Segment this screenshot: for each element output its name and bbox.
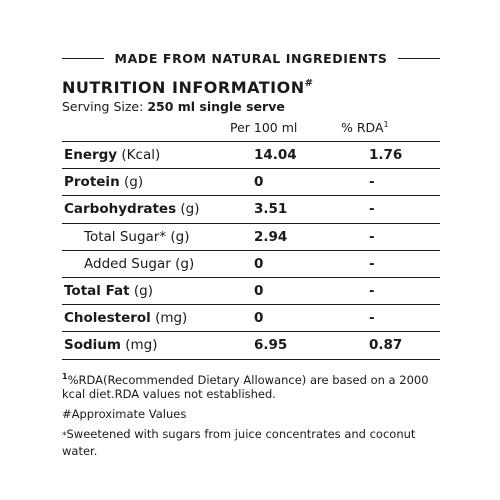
table-row: Cholesterol (mg) 0- bbox=[62, 304, 440, 333]
per-100ml-value: 6.95 bbox=[254, 337, 288, 354]
table-row: Sodium (mg) 6.95 0.87 bbox=[62, 332, 440, 359]
rda-header-text: % RDA bbox=[341, 120, 384, 136]
nutrient-unit: (g) bbox=[119, 174, 144, 191]
column-header-per: Per 100 ml bbox=[230, 120, 298, 135]
nutrient-unit: (mg) bbox=[150, 310, 188, 327]
nutrient-name: Total Sugar bbox=[84, 228, 160, 245]
table-row: Total Sugar* (g) 2.94- bbox=[62, 223, 440, 251]
nutrient-name-cell: Total Sugar* (g) bbox=[62, 223, 252, 251]
rda-value: 0.87 bbox=[369, 337, 403, 354]
rda-footnote: 1%RDA(Recommended Dietary Allowance) are… bbox=[62, 369, 440, 403]
per-100ml-value: 14.04 bbox=[252, 141, 367, 170]
rda-value: - bbox=[367, 304, 440, 333]
nutrient-unit: (g) bbox=[166, 228, 190, 245]
nutrient-name: Sodium bbox=[64, 337, 121, 354]
nutrient-name-cell: Energy (Kcal) bbox=[62, 141, 252, 170]
table-row: Added Sugar (g) 0- bbox=[62, 250, 440, 278]
column-header-rda: % RDA1 bbox=[341, 120, 389, 135]
nutrient-unit: (g) bbox=[176, 201, 200, 218]
serving-label: Serving Size: bbox=[62, 99, 144, 114]
nutrient-unit: (g) bbox=[129, 283, 153, 300]
nutrient-unit: (mg) bbox=[120, 337, 158, 354]
rda-value: 1.76 bbox=[367, 141, 440, 170]
sugar-footnote: *Sweetened with sugars from juice concen… bbox=[62, 427, 440, 459]
nutrient-name-cell: Total Fat (g) bbox=[62, 277, 252, 306]
nutrition-table: Energy (Kcal) 14.04 1.76 Protein (g) 0- Carbo… bbox=[62, 141, 440, 360]
per-100ml-value: 3.51 bbox=[252, 195, 367, 224]
nutrient-name-cell: Protein (g) bbox=[62, 168, 252, 197]
nutrient-name: Added Sugar bbox=[84, 255, 171, 272]
table-row: Energy (Kcal) 14.04 1.76 bbox=[62, 141, 440, 170]
nutrient-name-cell: Carbohydrates (g) bbox=[62, 195, 252, 224]
banner-text: MADE FROM NATURAL INGREDIENTS bbox=[114, 50, 388, 66]
banner: MADE FROM NATURAL INGREDIENTS bbox=[62, 46, 441, 70]
serving-size: Serving Size: 250 ml single serve bbox=[62, 99, 440, 114]
table-row: Carbohydrates (g) 3.51- bbox=[62, 195, 440, 224]
per-100ml-value: 0 bbox=[252, 250, 367, 278]
per-100ml-value: 0 bbox=[252, 277, 367, 306]
serving-value: 250 ml single serve bbox=[147, 99, 285, 114]
footnotes: 1%RDA(Recommended Dietary Allowance) are… bbox=[62, 369, 440, 460]
title-text: NUTRITION INFORMATION bbox=[62, 78, 305, 97]
table-row: Total Fat (g) 0- bbox=[62, 277, 440, 306]
table-row: Protein (g) 0- bbox=[62, 168, 440, 197]
nutrient-name-cell: Cholesterol (mg) bbox=[62, 304, 252, 333]
sugar-footnote-text: Sweetened with sugars from juice concent… bbox=[62, 427, 416, 459]
nutrient-name: Carbohydrates bbox=[64, 201, 177, 218]
rda-value: - bbox=[367, 277, 440, 306]
per-100ml-value: 2.94 bbox=[252, 223, 367, 251]
nutrition-panel: MADE FROM NATURAL INGREDIENTS NUTRITION … bbox=[62, 46, 441, 464]
banner-rule-left bbox=[62, 57, 104, 59]
rda-value: - bbox=[367, 195, 440, 224]
rda-value: - bbox=[367, 250, 440, 278]
sugar-footnote-mark: * bbox=[62, 431, 67, 442]
nutrient-name: Energy bbox=[64, 147, 118, 164]
nutrient-name: Cholesterol bbox=[64, 310, 151, 327]
rda-value: - bbox=[367, 223, 440, 251]
nutrient-name: Total Fat bbox=[64, 283, 130, 300]
rda-header-mark: 1 bbox=[383, 120, 389, 129]
page-title: NUTRITION INFORMATION# bbox=[62, 78, 440, 97]
rda-footnote-mark: 1 bbox=[62, 371, 68, 381]
nutrient-name-cell: Added Sugar (g) bbox=[62, 250, 252, 278]
nutrient-unit: (Kcal) bbox=[117, 147, 161, 164]
nutrient-unit: (g) bbox=[170, 255, 195, 272]
column-header-row: Per 100 ml % RDA1 bbox=[62, 117, 440, 139]
approx-footnote: #Approximate Values bbox=[62, 407, 187, 422]
per-100ml-value: 0 bbox=[252, 304, 367, 333]
nutrient-name: Protein bbox=[64, 174, 120, 191]
nutrient-name-cell: Sodium (mg) bbox=[62, 332, 252, 359]
rda-footnote-text: %RDA(Recommended Dietary Allowance) are … bbox=[62, 372, 429, 402]
nutrition-table-body: Energy (Kcal) 14.04 1.76 Protein (g) 0- Carbo… bbox=[62, 141, 440, 360]
nutrient-mark: * bbox=[159, 228, 167, 245]
title-mark: # bbox=[304, 78, 314, 89]
per-100ml-value: 0 bbox=[252, 168, 367, 197]
banner-rule-right bbox=[398, 57, 441, 59]
rda-value: - bbox=[367, 168, 440, 197]
